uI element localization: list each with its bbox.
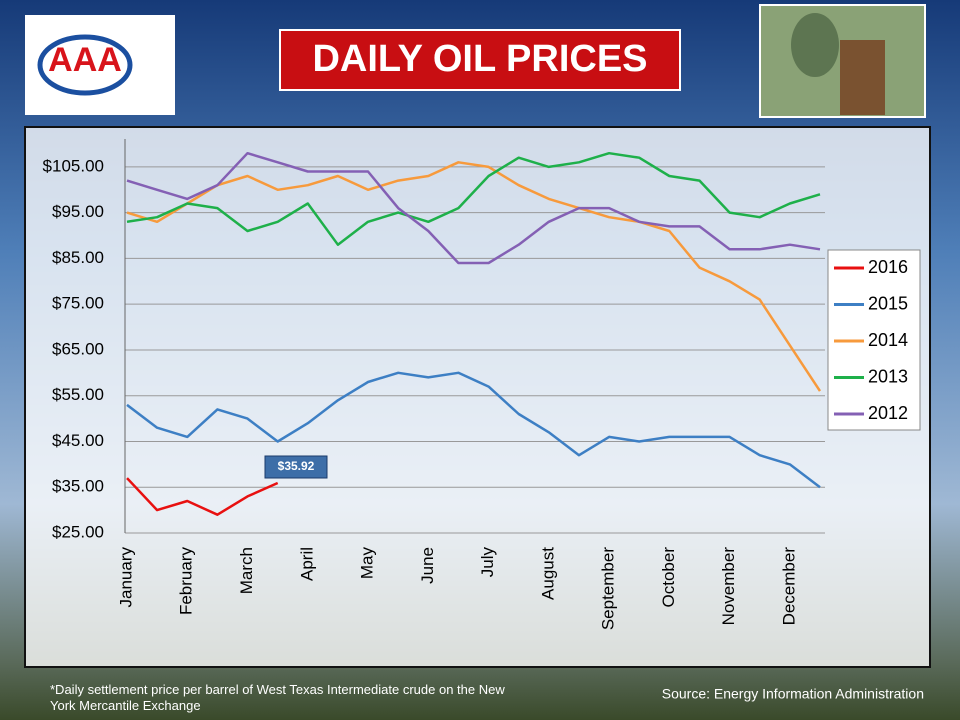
x-tick-label: December xyxy=(779,547,798,626)
x-tick-label: November xyxy=(719,547,738,626)
x-tick-label: October xyxy=(659,547,678,608)
y-tick-label: $85.00 xyxy=(52,248,104,267)
barrel xyxy=(840,40,885,115)
y-tick-label: $35.00 xyxy=(52,477,104,496)
legend-label: 2013 xyxy=(868,366,908,386)
logo-box xyxy=(25,15,175,115)
series-line xyxy=(126,477,279,516)
legend-label: 2012 xyxy=(868,403,908,423)
y-tick-label: $45.00 xyxy=(52,431,104,450)
x-tick-label: June xyxy=(418,547,437,584)
series-line xyxy=(126,161,822,392)
series-line xyxy=(126,151,821,265)
source: Source: Energy Information Administratio… xyxy=(662,686,924,702)
x-tick-label: April xyxy=(297,547,316,581)
y-tick-label: $75.00 xyxy=(52,294,104,313)
y-tick-label: $105.00 xyxy=(43,156,104,175)
x-tick-label: March xyxy=(237,547,256,594)
annotation: $35.92 xyxy=(278,459,315,473)
y-tick-label: $95.00 xyxy=(52,202,104,221)
portrait xyxy=(791,13,839,77)
y-tick-label: $55.00 xyxy=(52,385,104,404)
logo-text: AAA xyxy=(48,41,122,79)
legend-label: 2015 xyxy=(868,293,908,313)
logo-ring xyxy=(37,34,133,96)
series-line xyxy=(126,151,821,246)
legend-label: 2014 xyxy=(868,330,908,350)
legend-label: 2016 xyxy=(868,257,908,277)
x-tick-label: February xyxy=(177,547,196,616)
x-tick-label: September xyxy=(599,547,618,630)
x-tick-label: July xyxy=(478,547,497,578)
title-box xyxy=(279,29,681,91)
chart-title: DAILY OIL PRICES xyxy=(312,38,647,80)
annotation-box xyxy=(264,455,328,479)
y-tick-label: $25.00 xyxy=(52,522,104,541)
x-tick-label: May xyxy=(358,547,377,580)
series-line xyxy=(126,371,821,489)
x-tick-label: August xyxy=(538,547,557,600)
plot-panel xyxy=(24,126,931,668)
x-tick-label: January xyxy=(116,547,135,608)
footnote: *Daily settlement price per barrel of We… xyxy=(50,682,505,713)
y-tick-label: $65.00 xyxy=(52,339,104,358)
